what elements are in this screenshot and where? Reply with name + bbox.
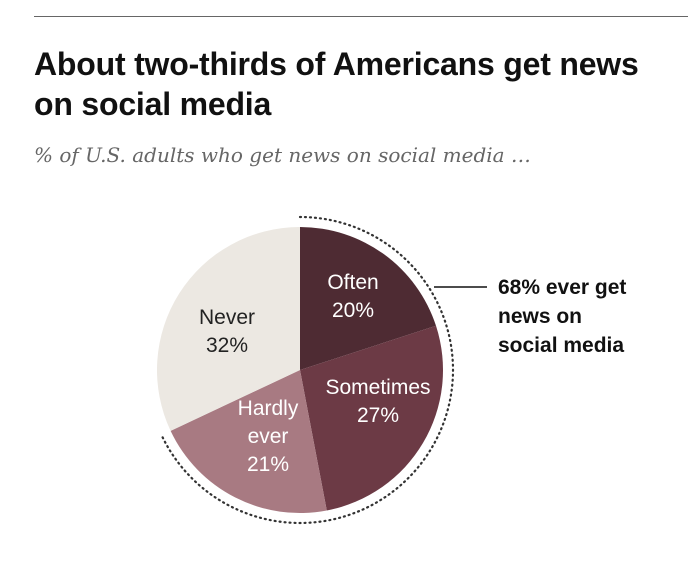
slice-label-line: Sometimes xyxy=(325,376,430,399)
pie-slice-often xyxy=(300,227,436,370)
chart-title-line-1: About two-thirds of Americans get news xyxy=(34,46,639,82)
annotation-line: news on xyxy=(498,305,582,328)
slice-label-often: Often 20% xyxy=(327,271,378,322)
pie-slice-hardly-ever xyxy=(170,370,327,514)
chart-subtitle: % of U.S. adults who get news on social … xyxy=(34,143,531,167)
slice-label-line: Never xyxy=(199,306,255,329)
annotation-ever-get-news: 68% ever get news on social media xyxy=(498,276,626,357)
slice-label-line: Hardly xyxy=(238,397,299,420)
slice-label-sometimes: Sometimes 27% xyxy=(325,376,430,427)
annotation-line: 68% ever get xyxy=(498,276,626,299)
slice-label-line: 20% xyxy=(332,299,374,322)
slice-label-never: Never 32% xyxy=(199,306,255,357)
slice-label-line: ever xyxy=(248,425,289,448)
top-rule xyxy=(34,16,688,17)
annotation-line: social media xyxy=(498,334,624,357)
slice-label-line: 27% xyxy=(357,404,399,427)
pie-slice-sometimes xyxy=(300,325,444,511)
slice-label-line: 32% xyxy=(206,334,248,357)
chart-title-line-2: on social media xyxy=(34,86,272,122)
ever-get-news-bracket-arc xyxy=(160,215,455,525)
slice-label-line: 21% xyxy=(247,453,289,476)
slice-label-line: Often xyxy=(327,271,378,294)
chart-title: About two-thirds of Americans get news o… xyxy=(34,44,694,124)
slice-label-hardly-ever: Hardly ever 21% xyxy=(238,397,299,476)
pie-slice-never xyxy=(156,227,300,431)
